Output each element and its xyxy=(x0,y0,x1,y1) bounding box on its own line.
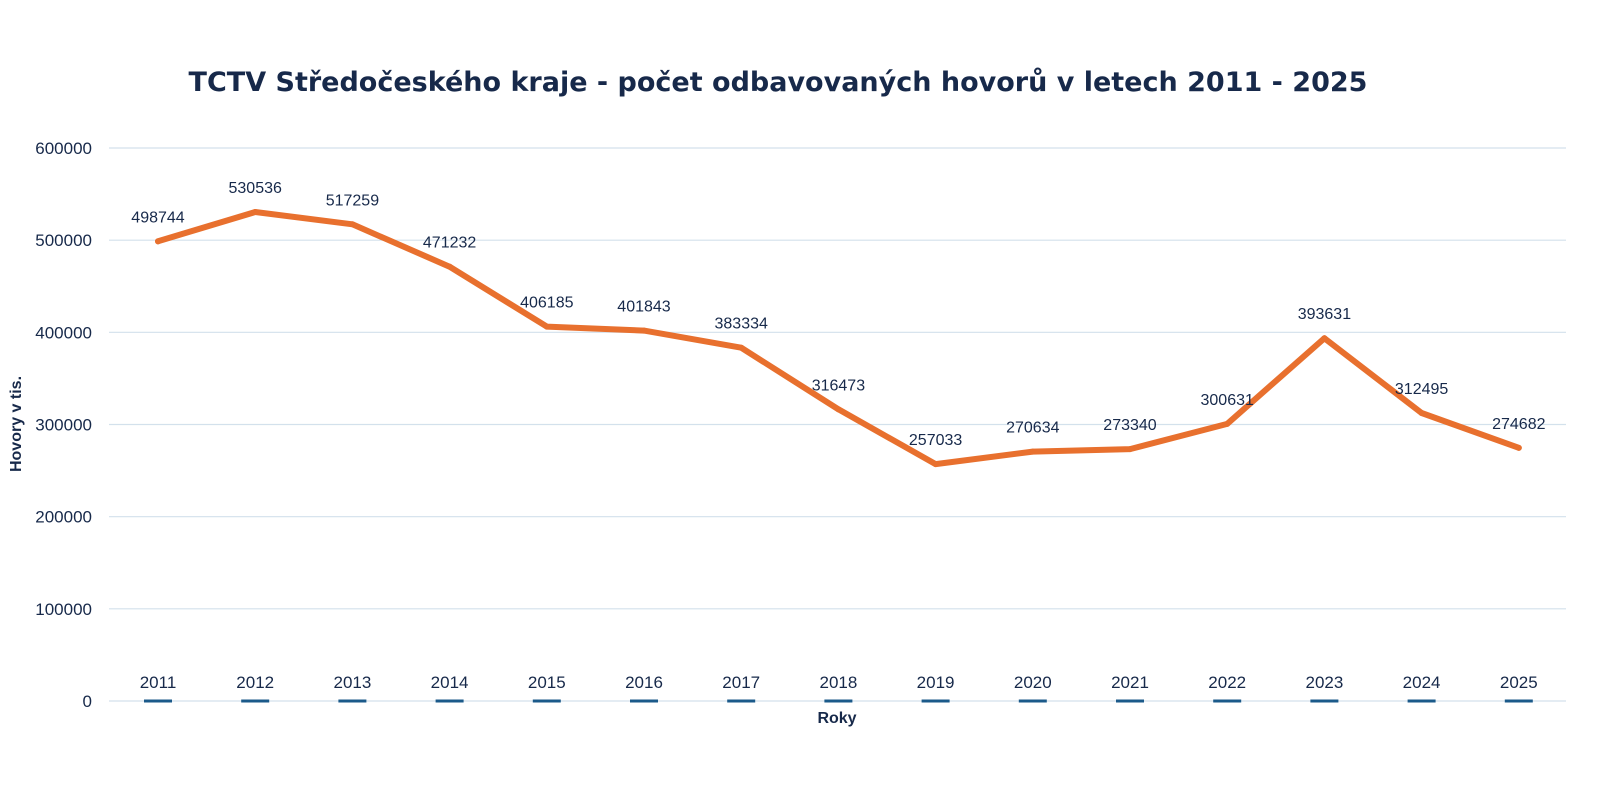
data-label: 300631 xyxy=(1201,392,1254,409)
data-label: 498744 xyxy=(131,209,184,226)
data-point xyxy=(1029,448,1036,455)
data-point xyxy=(543,323,550,330)
data-point xyxy=(446,263,453,270)
y-tick-label: 500000 xyxy=(35,231,92,250)
data-label: 273340 xyxy=(1103,417,1156,434)
y-tick-label: 200000 xyxy=(35,508,92,527)
data-point xyxy=(155,238,161,245)
x-axis-ticks: 2011 2012 2013 2014 2015 2016 2017 2018 2019 2020… xyxy=(140,673,1538,703)
data-label: 406185 xyxy=(520,295,573,312)
x-tick-label: 2024 xyxy=(1403,673,1441,692)
x-tick-label: 2019 xyxy=(917,673,955,692)
y-axis-ticks: 0 100000 200000 300000 400000 500000 600000 xyxy=(35,139,92,711)
x-tick-label: 2015 xyxy=(528,673,566,692)
x-tick-label: 2022 xyxy=(1208,673,1246,692)
data-point xyxy=(641,327,647,334)
data-label: 257033 xyxy=(909,432,962,449)
y-tick-label: 100000 xyxy=(35,600,92,619)
x-tick-label: 2013 xyxy=(333,673,371,692)
series-line xyxy=(155,209,1522,468)
data-point xyxy=(1418,409,1425,416)
data-label: 517259 xyxy=(326,192,379,209)
data-point xyxy=(349,221,356,228)
x-tick-label: 2016 xyxy=(625,673,663,692)
data-point xyxy=(1224,420,1231,427)
gridlines xyxy=(109,147,1566,702)
data-label: 401843 xyxy=(617,299,670,316)
data-label: 316473 xyxy=(812,377,865,394)
y-tick-label: 600000 xyxy=(35,139,92,158)
data-label: 312495 xyxy=(1395,381,1448,398)
series-layer xyxy=(155,209,1522,468)
x-tick-label: 2020 xyxy=(1014,673,1052,692)
x-tick-label: 2021 xyxy=(1111,673,1149,692)
x-tick-label: 2012 xyxy=(236,673,274,692)
chart-title: TCTV Středočeského kraje - počet odbavov… xyxy=(189,67,1368,98)
data-label: 270634 xyxy=(1006,420,1059,437)
data-point xyxy=(932,461,939,468)
data-point xyxy=(1321,335,1328,342)
x-tick-label: 2023 xyxy=(1305,673,1343,692)
data-point xyxy=(738,344,745,351)
data-point xyxy=(1515,444,1522,451)
x-axis-title: Roky xyxy=(817,710,856,727)
data-label: 393631 xyxy=(1298,306,1351,323)
data-label: 383334 xyxy=(715,316,768,333)
data-labels: 498744 530536 517259 471232 406185 401843 3833… xyxy=(131,180,1545,449)
data-label: 274682 xyxy=(1492,416,1545,433)
y-tick-label: 0 xyxy=(83,692,92,711)
x-tick-label: 2017 xyxy=(722,673,760,692)
x-tick-label: 2014 xyxy=(431,673,469,692)
data-label: 471232 xyxy=(423,235,476,252)
x-tick-label: 2018 xyxy=(819,673,857,692)
x-tick-label: 2025 xyxy=(1500,673,1538,692)
data-label: 530536 xyxy=(229,180,282,197)
data-point xyxy=(1127,446,1133,453)
y-tick-label: 300000 xyxy=(35,416,92,435)
y-axis-title: Hovory v tis. xyxy=(8,376,25,472)
data-point xyxy=(252,209,259,216)
y-tick-label: 400000 xyxy=(35,323,92,342)
data-point xyxy=(835,406,842,413)
x-tick-label: 2011 xyxy=(140,673,177,692)
